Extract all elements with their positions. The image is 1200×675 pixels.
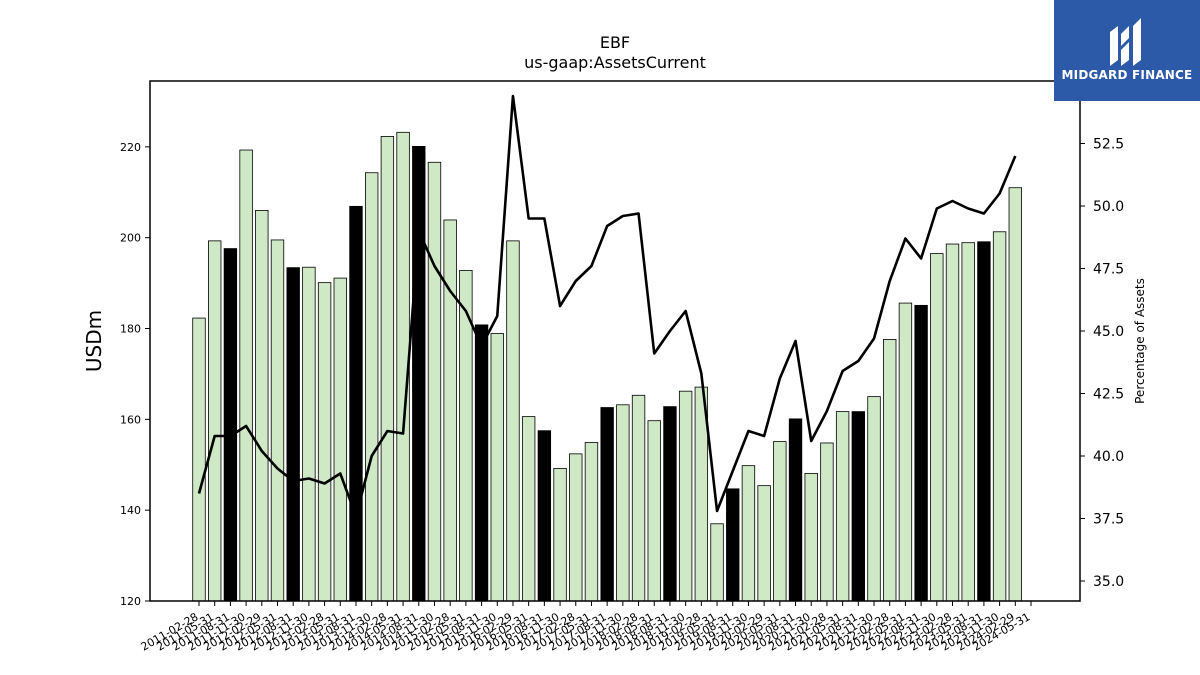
bar	[600, 407, 614, 602]
bar	[883, 339, 897, 602]
bar	[867, 396, 881, 602]
bar	[192, 317, 206, 602]
bar	[239, 149, 253, 602]
bar	[380, 136, 395, 602]
y-right-tick-label: 40.0	[1093, 449, 1124, 465]
bar	[553, 467, 567, 602]
y-tick-label: 200	[120, 232, 141, 245]
bar	[678, 390, 693, 602]
bar	[647, 420, 661, 602]
bar	[537, 430, 552, 602]
bar	[992, 231, 1007, 602]
bar	[757, 485, 771, 602]
bar	[427, 161, 442, 602]
bar	[349, 205, 363, 602]
bar	[945, 243, 960, 602]
bar	[584, 442, 599, 602]
plot-frame	[149, 80, 1081, 602]
bar	[961, 242, 975, 602]
bar	[788, 418, 803, 602]
bar	[286, 267, 300, 602]
bar	[364, 172, 379, 602]
bar	[914, 304, 928, 602]
bar	[208, 240, 222, 602]
bar	[1008, 187, 1022, 602]
midgard-finance-logo: MIDGARD FINANCE	[1054, 0, 1200, 101]
bar	[898, 302, 913, 602]
bar	[773, 441, 787, 602]
bar	[835, 411, 850, 602]
y-tick-label: 180	[120, 323, 141, 336]
bar	[820, 442, 834, 602]
y-axis-label: USDm	[82, 310, 106, 372]
bar	[930, 253, 944, 602]
bar	[506, 240, 520, 602]
bar	[741, 465, 756, 602]
percentage-line	[197, 94, 1017, 518]
bar	[223, 248, 238, 602]
bar	[333, 277, 347, 602]
midgard-logo-icon	[1110, 18, 1141, 66]
bar	[270, 239, 285, 602]
line-layer	[197, 94, 1017, 518]
y-right-tick-label: 50.0	[1093, 199, 1124, 215]
x-axis: 2011-02-282011-05-312011-08-312011-11-30…	[139, 601, 1033, 654]
y-right-tick-label: 47.5	[1093, 262, 1124, 278]
bar	[726, 488, 740, 602]
bar	[443, 219, 457, 602]
y-right-tick-label: 42.5	[1093, 387, 1124, 403]
y-tick-label: 140	[120, 504, 141, 517]
bar	[317, 282, 332, 602]
bar	[631, 394, 646, 602]
chart-title: EBF	[600, 33, 630, 52]
bar	[412, 145, 426, 602]
bar	[616, 404, 630, 602]
bar	[255, 210, 269, 602]
y-right-tick-label: 45.0	[1093, 324, 1124, 340]
y-axis-left: 120 140 160 180 200 220	[120, 141, 150, 608]
bar	[710, 523, 724, 602]
bar	[569, 453, 583, 602]
bar	[302, 266, 316, 602]
y-tick-label: 160	[120, 413, 141, 426]
y-right-tick-label: 35.0	[1093, 574, 1124, 590]
bar	[851, 411, 865, 602]
bar	[474, 324, 489, 602]
y-tick-label: 120	[120, 595, 141, 608]
bar	[663, 406, 677, 602]
y-axis-right-label: Percentage of Assets	[1133, 278, 1147, 404]
chart-subtitle: us-gaap:AssetsCurrent	[524, 53, 706, 72]
y-right-tick-label: 52.5	[1093, 137, 1124, 153]
bar	[804, 472, 818, 602]
bar	[490, 333, 504, 602]
bar	[521, 416, 536, 602]
y-axis-right: 35.0 37.5 40.0 42.5 45.0 47.5 50.0 52.5	[1080, 137, 1124, 590]
bar	[977, 241, 991, 602]
logo-text: MIDGARD FINANCE	[1061, 68, 1193, 82]
y-tick-label: 220	[120, 141, 141, 154]
y-right-tick-label: 37.5	[1093, 512, 1124, 528]
